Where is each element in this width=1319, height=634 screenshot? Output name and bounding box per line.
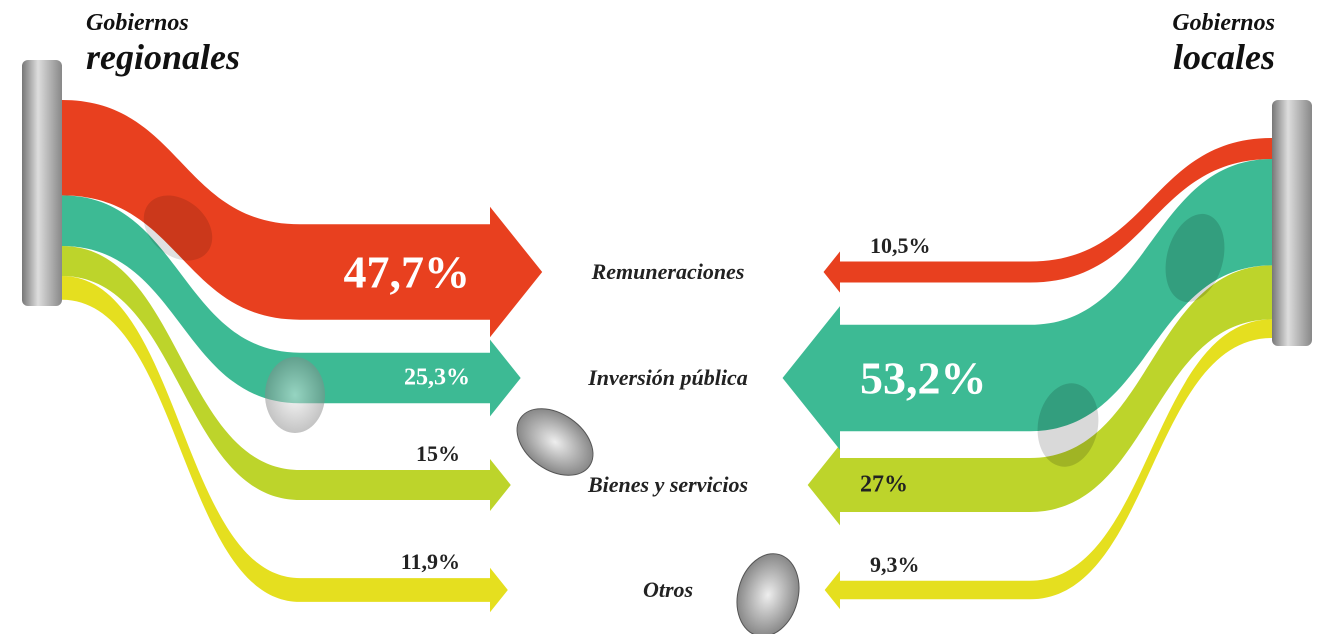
coin	[265, 357, 325, 433]
value-label: 53,2%	[860, 352, 987, 405]
value-label: 9,3%	[870, 552, 920, 578]
value-label: 15%	[416, 441, 460, 467]
chart	[0, 0, 1319, 634]
left-heading: Gobiernos regionales	[86, 6, 286, 74]
page: Gobiernos regionales Gobiernos locales (…	[0, 0, 1319, 634]
value-label: 10,5%	[870, 233, 931, 259]
right-pillar	[1272, 100, 1312, 346]
category-label: Remuneraciones	[568, 257, 768, 287]
category-label: Bienes y servicios	[568, 470, 768, 500]
value-label: 27%	[860, 472, 908, 499]
value-label: 25,3%	[404, 365, 470, 392]
right-heading: Gobiernos locales	[1125, 6, 1275, 74]
category-label: Otros	[568, 575, 768, 605]
flows	[62, 100, 1272, 612]
category-label: Inversión pública	[568, 363, 768, 393]
value-label: 11,9%	[401, 549, 460, 575]
left-pillar	[22, 60, 62, 306]
value-label: 47,7%	[344, 246, 471, 299]
